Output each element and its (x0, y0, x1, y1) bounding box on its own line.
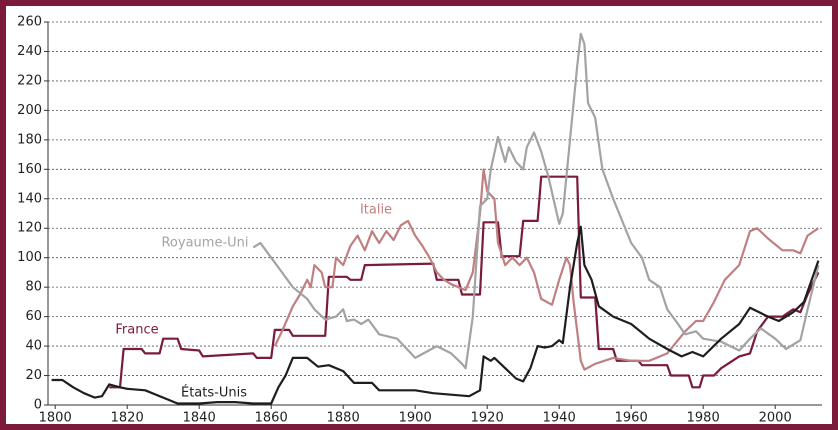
series-line (51, 225, 820, 405)
x-tick-label: 1880 (327, 411, 360, 426)
x-tick-label: 1860 (255, 411, 288, 426)
y-tick-label: 20 (25, 368, 42, 383)
x-tick-label: 1900 (399, 411, 432, 426)
y-tick-label: 0 (34, 398, 42, 413)
x-tick-label: 1980 (687, 411, 720, 426)
y-tick-label: 140 (17, 191, 42, 206)
x-tick-label: 1840 (183, 411, 216, 426)
series-line (109, 175, 820, 389)
x-tick-label: 1820 (111, 411, 144, 426)
series-label: France (115, 323, 158, 338)
y-tick-label: 240 (17, 44, 42, 59)
x-tick-label: 1960 (615, 411, 648, 426)
y-tick-label: 200 (17, 103, 42, 118)
x-tick-label: 1920 (471, 411, 504, 426)
x-tick-label: 1940 (543, 411, 576, 426)
y-tick-label: 60 (25, 309, 42, 324)
y-tick-label: 160 (17, 162, 42, 177)
series-label: Royaume-Uni (161, 236, 248, 251)
series-line (273, 168, 820, 371)
y-tick-label: 220 (17, 73, 42, 88)
y-tick-label: 260 (17, 15, 42, 30)
y-tick-label: 80 (25, 280, 42, 295)
x-tick-label: 2000 (759, 411, 792, 426)
series-label: Italie (360, 203, 392, 218)
y-tick-label: 180 (17, 132, 42, 147)
x-tick-label: 1800 (39, 411, 72, 426)
y-tick-label: 40 (25, 339, 42, 354)
series-label: États-Unis (181, 385, 247, 401)
y-tick-label: 100 (17, 250, 42, 265)
y-tick-label: 120 (17, 221, 42, 236)
series-line (252, 32, 820, 370)
